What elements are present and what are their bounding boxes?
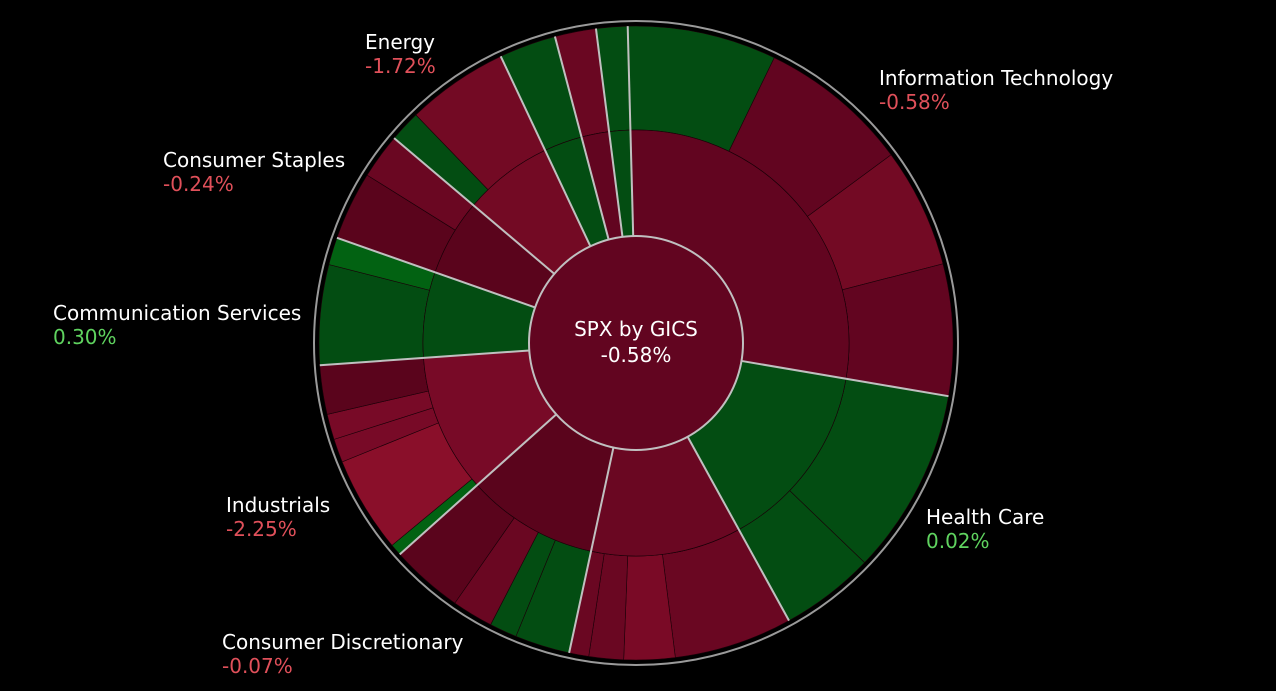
sector-label-name: Communication Services [53, 301, 301, 325]
sector-label-change: -0.58% [879, 90, 950, 114]
sector-divider [336, 236, 536, 309]
sector-label-change: -2.25% [226, 517, 297, 541]
sector-label-name: Energy [365, 30, 435, 54]
chart-title: SPX by GICS [574, 317, 698, 341]
sector-divider [553, 36, 610, 240]
stock-ring [318, 25, 954, 661]
sector-label-name: Consumer Staples [163, 148, 345, 172]
sector-label-change: -1.72% [365, 54, 436, 78]
sector-divider [741, 359, 949, 398]
sector-label-name: Industrials [226, 493, 330, 517]
sector-divider [568, 447, 615, 654]
sector-dividers [319, 26, 949, 654]
center-disc[interactable] [528, 235, 744, 451]
sector-label-change: 0.02% [926, 529, 990, 553]
sector-label-name: Health Care [926, 505, 1044, 529]
sector-label-change: 0.30% [53, 325, 117, 349]
sector-divider [686, 436, 790, 622]
sector-divider [626, 26, 635, 237]
total-change: -0.58% [601, 343, 672, 367]
sector-label-name: Consumer Discretionary [222, 630, 464, 654]
sector-divider [594, 28, 624, 237]
sector-labels: Information Technology-0.58%Health Care0… [53, 30, 1113, 678]
sector-label-change: -0.07% [222, 654, 293, 678]
sector-label-name: Information Technology [879, 66, 1113, 90]
sector-divider [393, 137, 555, 275]
sector-divider [319, 349, 530, 367]
sector-ring [422, 129, 850, 557]
sector-divider [499, 55, 592, 247]
sector-label-change: -0.24% [163, 172, 234, 196]
outer-ring-border [313, 20, 959, 666]
sector-divider [399, 413, 557, 556]
